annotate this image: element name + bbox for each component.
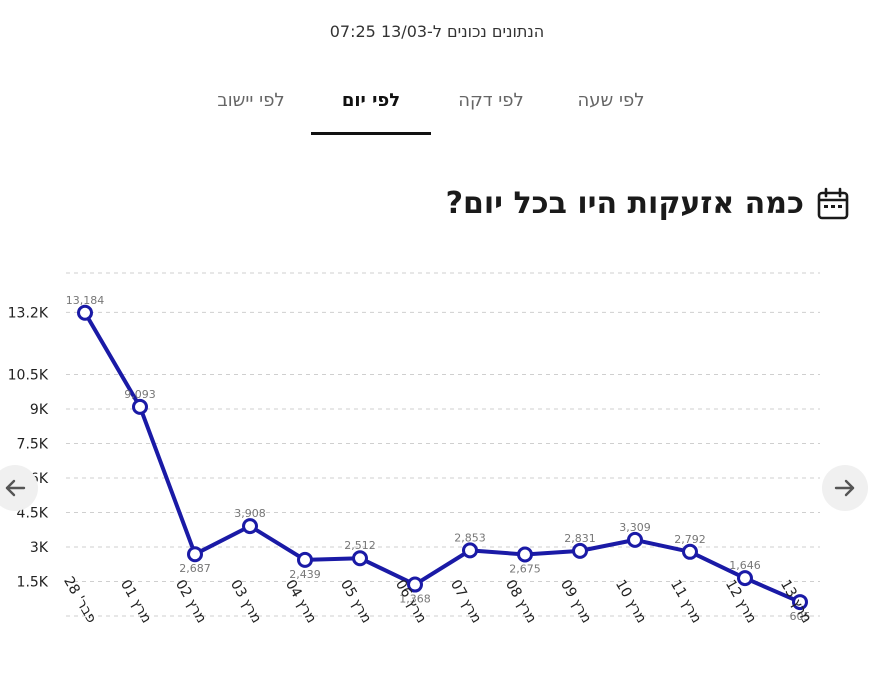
data-point <box>77 304 93 321</box>
x-tick-label: מרץ 05 <box>337 577 374 626</box>
data-point <box>627 531 643 548</box>
data-label: 3,309 <box>619 521 651 534</box>
data-point <box>352 550 368 567</box>
y-tick-label: 4.5K <box>17 506 49 522</box>
data-point <box>792 594 808 611</box>
x-tick-label: מרץ 12 <box>722 577 759 626</box>
y-tick-label: 9K <box>30 402 49 418</box>
y-tick-label: 10.5K <box>8 368 49 384</box>
x-tick-label: מרץ 03 <box>227 577 264 626</box>
data-label: 2,675 <box>509 562 541 575</box>
tab-by-hour[interactable]: לפי שעה <box>577 90 645 111</box>
data-label: 2,687 <box>179 562 211 575</box>
chart-title: כמה אזעקות היו בכל יום? <box>445 186 804 221</box>
y-tick-label: 1.5K <box>17 575 49 591</box>
x-tick-label: מרץ 04 <box>282 577 319 626</box>
chart-heading: כמה אזעקות היו בכל יום? <box>446 186 850 221</box>
data-point <box>572 542 588 559</box>
data-point <box>297 551 313 568</box>
x-tick-label: מרץ 09 <box>557 577 594 626</box>
tab-by-day[interactable]: לפי יום <box>311 84 431 135</box>
data-label: 1,368 <box>399 593 431 606</box>
x-tick-label: מרץ 10 <box>612 577 649 626</box>
data-label: 2,853 <box>454 531 486 544</box>
data-label: 2,831 <box>564 532 596 545</box>
y-tick-label: 3K <box>30 540 49 556</box>
x-tick-label: מרץ 02 <box>172 577 209 626</box>
data-updated-text: הנתונים נכונים ל-13/03 07:25 <box>329 22 545 41</box>
data-label: 2,792 <box>674 533 706 546</box>
data-label: 1,646 <box>729 559 761 572</box>
data-point <box>187 546 203 563</box>
data-point <box>517 546 533 563</box>
x-tick-label: מרץ 11 <box>667 577 704 626</box>
data-label: 2,512 <box>344 539 376 552</box>
tab-by-settlement[interactable]: לפי יישוב <box>217 90 285 111</box>
x-tick-label: מרץ 01 <box>117 577 154 626</box>
arrow-right-icon <box>834 479 855 497</box>
y-tick-label: 13.2K <box>8 305 49 321</box>
data-label: 605 <box>790 610 811 623</box>
data-point <box>132 398 148 415</box>
calendar-icon <box>817 187 849 219</box>
view-tabs: לפי שעה לפי דקה לפי יום לפי יישוב <box>0 84 874 136</box>
data-point <box>407 576 423 593</box>
data-point <box>737 570 753 587</box>
x-tick-label: מרץ 08 <box>502 577 539 626</box>
data-label: 2,439 <box>289 568 321 581</box>
data-point <box>682 543 698 560</box>
data-label: 13,184 <box>66 294 105 307</box>
data-label: 9,093 <box>124 388 156 401</box>
y-tick-label: 7.5K <box>17 437 49 453</box>
data-point <box>462 542 478 559</box>
next-button[interactable] <box>822 465 868 511</box>
prev-button[interactable] <box>0 465 38 511</box>
tab-by-minute[interactable]: לפי דקה <box>458 90 524 111</box>
x-tick-label: מרץ 07 <box>447 577 484 626</box>
line-chart: 1.5K3K4.5K6K7.5K9K10.5K13.2K13,1849,0932… <box>8 272 820 626</box>
data-point <box>242 518 258 535</box>
data-label: 3,908 <box>234 507 266 520</box>
series-line <box>83 311 801 604</box>
arrow-left-icon <box>5 479 26 497</box>
